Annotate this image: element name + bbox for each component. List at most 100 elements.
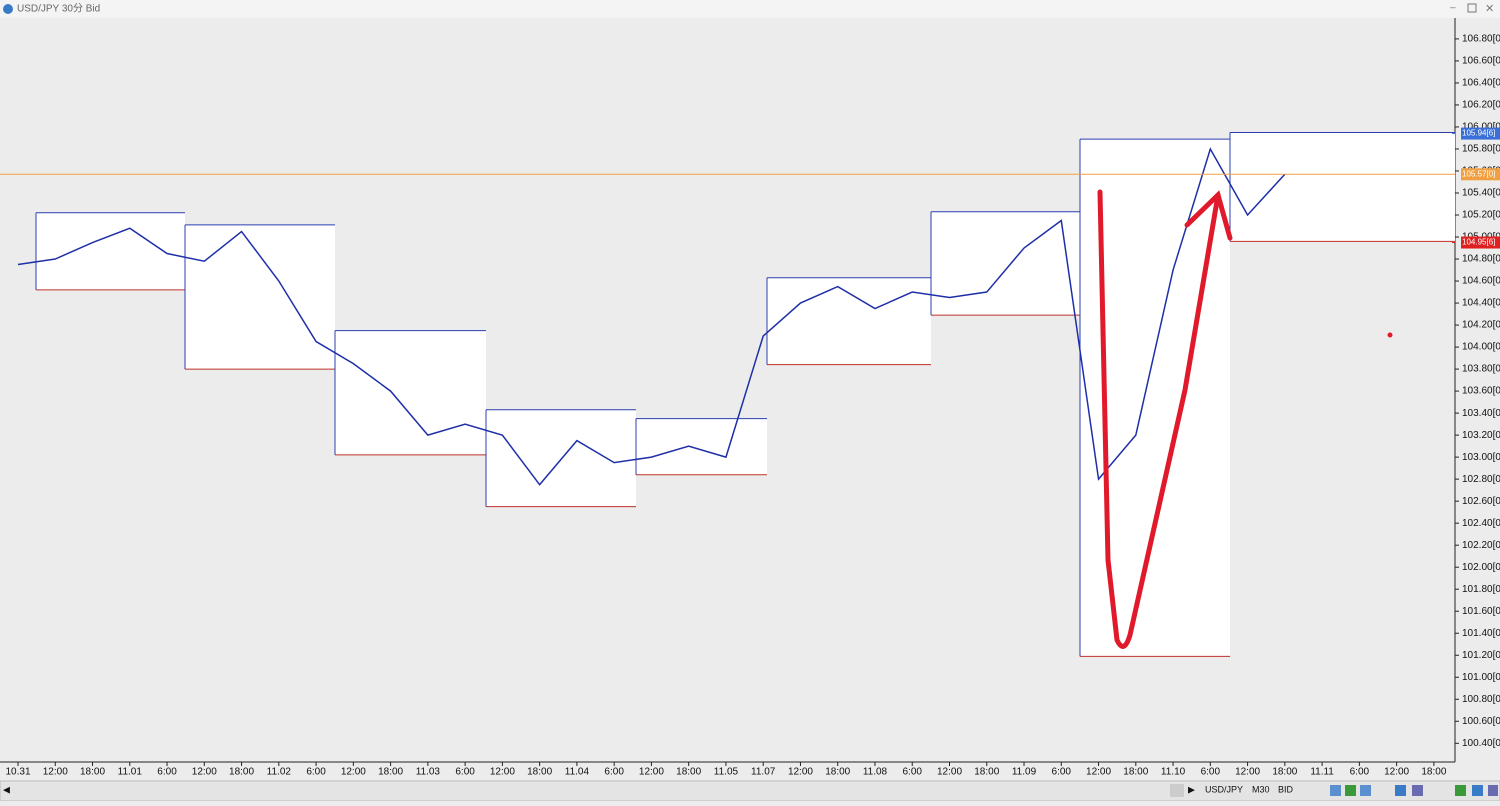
x-tick-label: 10.31 (5, 767, 30, 778)
scroll-left[interactable]: ◀ (3, 784, 10, 794)
x-tick-label: 6:00 (157, 767, 177, 778)
y-tick-label: 106.80[0 (1462, 34, 1500, 45)
x-tick-label: 12:00 (490, 767, 515, 778)
day-range-box (636, 418, 767, 475)
day-range-box (36, 212, 185, 290)
x-tick-label: 11.05 (714, 767, 739, 778)
x-tick-label: 6:00 (1350, 767, 1370, 778)
title-bar (0, 0, 1500, 18)
y-tick-label: 106.00[0 (1462, 122, 1500, 133)
x-tick-label: 6:00 (1052, 767, 1072, 778)
close-button[interactable]: ✕ (1485, 3, 1494, 15)
price-tag-label: 105.94[6] (1462, 129, 1495, 138)
annotation-arrow (1097, 189, 1221, 649)
x-tick-label: 18:00 (1272, 767, 1297, 778)
x-tick-label: 12:00 (1086, 767, 1111, 778)
symbol-selector[interactable]: USD/JPY (1205, 784, 1243, 794)
x-tick-label: 12:00 (788, 767, 813, 778)
day-range-box (767, 277, 931, 365)
tool-icon[interactable] (1472, 785, 1483, 796)
price-tag (1461, 168, 1500, 181)
x-tick-label: 6:00 (455, 767, 475, 778)
x-tick-label: 12:00 (1235, 767, 1260, 778)
x-tick-label: 6:00 (1201, 767, 1221, 778)
day-range-box (931, 211, 1080, 316)
y-tick-label: 100.80[0 (1462, 694, 1500, 705)
y-tick-label: 104.40[0 (1462, 298, 1500, 309)
tool-icon[interactable] (1330, 785, 1341, 796)
day-range-box (1230, 132, 1455, 242)
x-tick-label: 11.07 (751, 767, 776, 778)
price-tag (1461, 236, 1500, 249)
x-tick-label: 18:00 (1421, 767, 1446, 778)
y-tick-label: 103.00[0 (1462, 452, 1500, 463)
x-tick-label: 11.08 (863, 767, 888, 778)
y-tick-label: 101.00[0 (1462, 672, 1500, 683)
y-tick-label: 102.00[0 (1462, 562, 1500, 573)
scroll-thumb[interactable] (1170, 784, 1184, 797)
y-tick-label: 106.20[0 (1462, 100, 1500, 111)
minimize-button[interactable]: – (1450, 3, 1456, 14)
x-tick-label: 11.03 (416, 767, 441, 778)
y-tick-label: 101.40[0 (1462, 628, 1500, 639)
tool-icon[interactable] (1412, 785, 1423, 796)
x-tick-label: 18:00 (974, 767, 999, 778)
x-tick-label: 18:00 (378, 767, 403, 778)
x-tick-label: 18:00 (676, 767, 701, 778)
app-icon (3, 4, 13, 14)
side-selector[interactable]: BID (1278, 784, 1294, 794)
x-tick-label: 11.02 (267, 767, 292, 778)
x-tick-label: 12:00 (937, 767, 962, 778)
x-tick-label: 6:00 (306, 767, 326, 778)
y-tick-label: 103.40[0 (1462, 408, 1500, 419)
tool-icon[interactable] (1488, 785, 1498, 796)
y-tick-label: 100.40[0 (1462, 738, 1500, 749)
x-tick-label: 12:00 (639, 767, 664, 778)
x-tick-label: 18:00 (527, 767, 552, 778)
x-tick-label: 11.11 (1310, 767, 1334, 778)
y-tick-label: 104.80[0 (1462, 254, 1500, 265)
toolbar-icons (1330, 785, 1498, 796)
tool-icon[interactable] (1395, 785, 1406, 796)
x-tick-label: 18:00 (1123, 767, 1148, 778)
marker-dot (1387, 332, 1393, 338)
x-tick-label: 11.04 (565, 767, 590, 778)
y-tick-label: 104.20[0 (1462, 320, 1500, 331)
x-tick-label: 18:00 (80, 767, 105, 778)
window-title: USD/JPY 30分 Bid (17, 3, 100, 15)
bottom-toolbar (0, 780, 1500, 802)
y-tick-label: 101.80[0 (1462, 584, 1500, 595)
y-tick-label: 105.40[0 (1462, 188, 1500, 199)
x-tick-label: 12:00 (1384, 767, 1409, 778)
x-tick-label: 12:00 (43, 767, 68, 778)
y-tick-label: 103.60[0 (1462, 386, 1500, 397)
y-tick-label: 105.80[0 (1462, 144, 1500, 155)
y-tick-label: 102.40[0 (1462, 518, 1500, 529)
y-tick-label: 103.20[0 (1462, 430, 1500, 441)
y-tick-label: 104.60[0 (1462, 276, 1500, 287)
y-tick-label: 103.80[0 (1462, 364, 1500, 375)
x-tick-label: 6:00 (903, 767, 923, 778)
y-tick-label: 102.80[0 (1462, 474, 1500, 485)
y-tick-label: 104.00[0 (1462, 342, 1500, 353)
day-range-box (335, 330, 486, 455)
annotation-arrowhead (1184, 190, 1233, 241)
x-tick-label: 6:00 (604, 767, 624, 778)
tool-icon[interactable] (1345, 785, 1356, 796)
maximize-button[interactable] (1467, 3, 1477, 13)
day-range-box (185, 224, 335, 370)
scroll-right[interactable]: ▶ (1188, 784, 1195, 794)
period-selector[interactable]: M30 (1252, 784, 1270, 794)
price-line (17, 147, 1286, 486)
x-tick-label: 18:00 (229, 767, 254, 778)
tool-icon[interactable] (1455, 785, 1466, 796)
x-tick-label: 11.01 (118, 767, 143, 778)
price-tag-label: 105.57[0] (1462, 169, 1495, 178)
x-tick-label: 12:00 (192, 767, 217, 778)
tool-icon[interactable] (1360, 785, 1371, 796)
x-tick-label: 11.10 (1161, 767, 1186, 778)
y-tick-label: 105.20[0 (1462, 210, 1500, 221)
price-tag (1461, 127, 1500, 140)
x-tick-label: 18:00 (825, 767, 850, 778)
